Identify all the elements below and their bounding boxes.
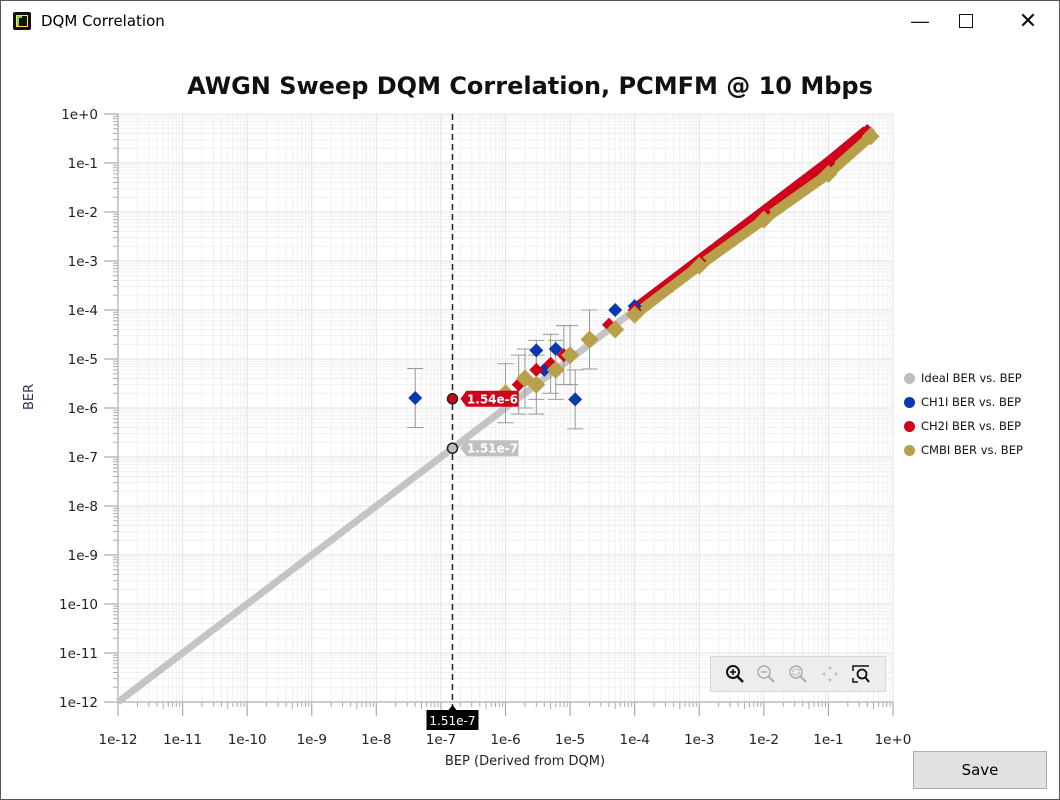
legend-marker-icon xyxy=(904,444,915,456)
ch1i-point[interactable] xyxy=(568,392,583,407)
legend-marker-icon xyxy=(904,396,915,408)
legend-marker-icon xyxy=(904,372,915,384)
minimize-icon: — xyxy=(911,10,929,31)
cmbi-point[interactable] xyxy=(561,346,580,365)
zoom-to-fit-button[interactable] xyxy=(850,663,872,685)
legend-item[interactable]: Ideal BER vs. BEP xyxy=(904,366,1023,390)
x-tick-label: 1e-6 xyxy=(490,732,520,748)
y-tick-label: 1e-9 xyxy=(68,548,98,564)
zoom-reset-button[interactable] xyxy=(787,663,809,685)
y-axis-label: BER xyxy=(22,383,37,410)
y-tick-label: 1e-7 xyxy=(68,450,98,466)
cmbi-point[interactable] xyxy=(819,164,838,183)
legend-item[interactable]: CH2I BER vs. BEP xyxy=(904,414,1023,438)
y-tick-label: 1e-12 xyxy=(59,695,98,711)
x-tick-label: 1e-5 xyxy=(555,732,585,748)
ch1i-point[interactable] xyxy=(548,341,563,356)
x-tick-label: 1e-11 xyxy=(163,732,202,748)
y-tick-label: 1e-2 xyxy=(68,205,98,221)
cursor-x-label-pointer xyxy=(448,705,457,710)
x-tick-label: 1e-7 xyxy=(426,732,456,748)
cmbi-point[interactable] xyxy=(606,320,625,339)
y-tick-label: 1e-6 xyxy=(68,401,98,417)
zoom-in-button[interactable] xyxy=(724,663,746,685)
pan-icon xyxy=(821,666,838,682)
y-tick-label: 1e-10 xyxy=(59,597,98,613)
cmbi-point[interactable] xyxy=(754,210,773,229)
x-axis-label: BEP (Derived from DQM) xyxy=(444,754,606,769)
zoom-to-fit-icon xyxy=(852,665,870,683)
zoom-in-icon xyxy=(725,665,744,683)
minimize-button[interactable]: — xyxy=(897,1,943,41)
zoom-toolbar xyxy=(710,656,886,692)
maximize-icon xyxy=(959,14,973,28)
chart-title: AWGN Sweep DQM Correlation, PCMFM @ 10 M… xyxy=(187,72,873,100)
ch2i-point[interactable] xyxy=(821,156,836,170)
ch1i-point[interactable] xyxy=(408,390,423,405)
x-tick-label: 1e-2 xyxy=(749,732,779,748)
zoom-reset-icon xyxy=(789,665,807,683)
cursor-label-ideal: 1.51e-7 xyxy=(467,442,518,456)
x-tick-label: 1e-4 xyxy=(619,732,649,748)
legend-item[interactable]: CMBI BER vs. BEP xyxy=(904,438,1023,462)
zoom-out-icon xyxy=(757,665,776,683)
cmbi-point[interactable] xyxy=(580,330,599,349)
cursor-label-ch2i-bg xyxy=(460,390,519,407)
ch2i-point[interactable] xyxy=(529,362,544,377)
y-tick-label: 1e-8 xyxy=(68,499,98,515)
y-tick-label: 1e-1 xyxy=(68,156,98,172)
y-tick-label: 1e-11 xyxy=(59,646,98,662)
cursor-label-ch2i: 1.54e-6 xyxy=(467,392,518,406)
cursor-x-label: 1.51e-7 xyxy=(429,714,475,728)
y-tick-label: 1e-4 xyxy=(68,303,98,319)
x-tick-label: 1e-8 xyxy=(361,732,391,748)
y-tick-label: 1e-5 xyxy=(68,352,98,368)
y-tick-label: 1e-3 xyxy=(68,254,98,270)
cursor-x-label-bg xyxy=(426,710,479,730)
cmbi-point[interactable] xyxy=(861,127,880,146)
legend-marker-icon xyxy=(904,420,915,432)
cursor-marker-ch2i xyxy=(446,393,459,405)
cmbi-point[interactable] xyxy=(546,360,565,379)
save-button[interactable]: Save xyxy=(913,751,1047,789)
app-logo-icon xyxy=(13,12,31,30)
x-tick-label: 1e-10 xyxy=(228,732,267,748)
x-tick-label: 1e-12 xyxy=(99,732,138,748)
cursor-label-ideal-bg xyxy=(460,440,519,457)
window-title: DQM Correlation xyxy=(41,12,165,30)
pan-button[interactable] xyxy=(819,663,841,685)
zoom-out-button[interactable] xyxy=(755,663,777,685)
y-tick-label: 1e+0 xyxy=(61,107,98,123)
x-tick-label: 1e+0 xyxy=(875,732,912,748)
cmbi-point[interactable] xyxy=(690,256,709,275)
ch1i-point[interactable] xyxy=(608,303,623,317)
x-tick-label: 1e-3 xyxy=(684,732,714,748)
legend-item[interactable]: CH1I BER vs. BEP xyxy=(904,390,1023,414)
ch1i-point[interactable] xyxy=(529,343,544,358)
close-icon: ✕ xyxy=(1018,8,1038,33)
x-tick-label: 1e-1 xyxy=(813,732,843,748)
x-tick-label: 1e-9 xyxy=(297,732,327,748)
legend: Ideal BER vs. BEP CH1I BER vs. BEP CH2I … xyxy=(904,366,1023,462)
cmbi-point[interactable] xyxy=(625,305,644,324)
cursor-marker-ideal xyxy=(446,442,459,454)
maximize-button[interactable] xyxy=(943,1,989,41)
close-button[interactable]: ✕ xyxy=(1005,1,1051,41)
title-bar: DQM Correlation — ✕ xyxy=(1,1,1059,41)
cmbi-point[interactable] xyxy=(527,375,546,394)
